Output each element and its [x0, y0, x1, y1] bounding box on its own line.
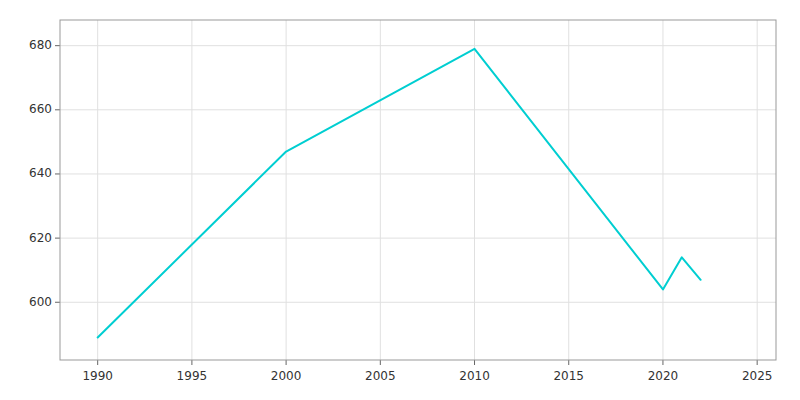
y-tick-label: 660	[29, 102, 52, 116]
series-group	[98, 49, 701, 338]
x-tick-label: 1995	[177, 369, 208, 383]
x-grid-line	[757, 20, 758, 360]
y-tick	[55, 173, 60, 174]
x-tick	[286, 360, 287, 365]
x-tick-label: 2005	[365, 369, 396, 383]
y-tick	[55, 109, 60, 110]
x-grid-line	[568, 20, 569, 360]
y-tick-label: 620	[29, 231, 52, 245]
x-tick-label: 1990	[82, 369, 113, 383]
x-tick	[662, 360, 663, 365]
chart-container: 600 620 640 660 680 1990 1995 2000 2005 2010 2015 2…	[0, 0, 800, 400]
y-tick-label: 640	[29, 166, 52, 180]
x-grid-line	[380, 20, 381, 360]
x-tick	[380, 360, 381, 365]
chart-svg: 600 620 640 660 680 1990 1995 2000 2005 2010 2015 2…	[0, 0, 800, 400]
x-tick	[191, 360, 192, 365]
y-tick	[55, 302, 60, 303]
x-grid-line	[474, 20, 475, 360]
x-tick-label: 2025	[742, 369, 773, 383]
y-tick-label: 600	[29, 295, 52, 309]
x-tick	[757, 360, 758, 365]
plot-frame	[60, 20, 776, 360]
x-grid-line	[191, 20, 192, 360]
y-grid-line	[60, 109, 776, 110]
x-tick-label: 2015	[553, 369, 584, 383]
grid	[60, 20, 776, 360]
x-tick-label: 2020	[648, 369, 679, 383]
y-grid-line	[60, 238, 776, 239]
y-tick	[55, 238, 60, 239]
y-tick-label: 680	[29, 38, 52, 52]
line	[98, 49, 701, 338]
x-tick-label: 2010	[459, 369, 490, 383]
y-tick	[55, 45, 60, 46]
x-tick	[474, 360, 475, 365]
axes: 600 620 640 660 680 1990 1995 2000 2005 2010 2015 2…	[29, 20, 776, 383]
x-grid-line	[97, 20, 98, 360]
y-grid-line	[60, 45, 776, 46]
y-grid-line	[60, 173, 776, 174]
x-tick	[568, 360, 569, 365]
x-grid-line	[662, 20, 663, 360]
x-tick-label: 2000	[271, 369, 302, 383]
y-grid-line	[60, 302, 776, 303]
x-grid-line	[286, 20, 287, 360]
x-tick	[97, 360, 98, 365]
